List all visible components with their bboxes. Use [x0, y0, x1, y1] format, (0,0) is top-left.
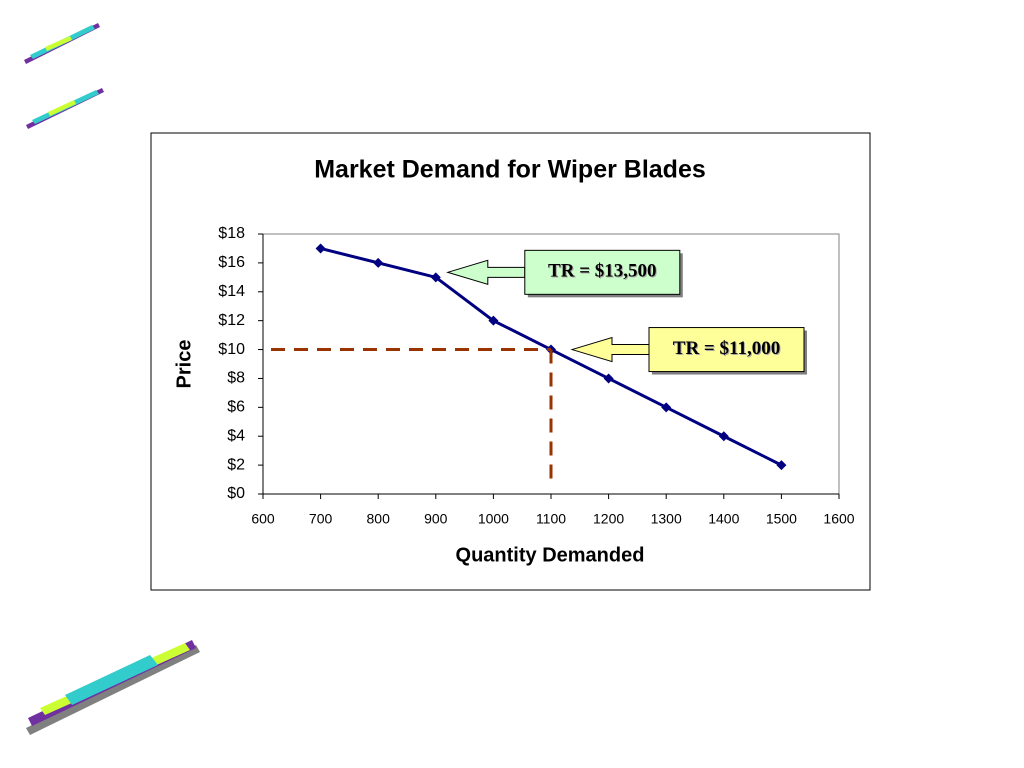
y-tick-label: $16: [218, 254, 245, 271]
x-tick-label: 1300: [651, 511, 682, 527]
point-marker: [718, 431, 729, 442]
point-marker: [373, 257, 384, 268]
annotation-text-shadow: TR = $11,000: [674, 339, 781, 360]
annotation-text: TR = $11,000: [673, 338, 780, 359]
y-tick-label: $18: [218, 225, 245, 242]
point-marker: [430, 272, 441, 283]
annotation-text-shadow: TR = $13,500: [549, 262, 657, 283]
wiper-icon: [26, 640, 200, 735]
annotation-box: [648, 327, 805, 373]
y-tick-label: $0: [227, 485, 245, 502]
x-tick-label: 1500: [766, 511, 797, 527]
x-tick-label: 1600: [823, 511, 854, 527]
y-tick-label: $8: [227, 370, 245, 387]
x-tick-label: 900: [424, 511, 448, 527]
point-marker: [315, 243, 326, 254]
point-marker: [776, 460, 787, 471]
x-tick-label: 1200: [593, 511, 624, 527]
x-axis-label: Quantity Demanded: [456, 544, 645, 566]
y-tick-label: $12: [218, 312, 245, 329]
x-tick-label: 1400: [708, 511, 739, 527]
point-marker: [488, 315, 499, 326]
x-tick-label: 1100: [536, 511, 566, 527]
y-tick-label: $10: [218, 341, 245, 358]
x-tick-label: 700: [309, 511, 333, 527]
annotation-box: [524, 249, 681, 295]
y-axis-label: Price: [173, 340, 195, 389]
annotation-text: TR = $13,500: [548, 261, 656, 282]
y-tick-label: $2: [227, 456, 245, 473]
wiper-icon: [24, 23, 100, 64]
point-marker: [661, 402, 672, 413]
y-tick-label: $6: [227, 399, 245, 416]
x-tick-label: 800: [367, 511, 391, 527]
chart-title: Market Demand for Wiper Blades: [314, 156, 706, 184]
point-marker: [603, 373, 614, 384]
wiper-icon: [26, 88, 104, 129]
y-tick-label: $4: [227, 427, 245, 444]
y-tick-label: $14: [218, 283, 245, 300]
x-tick-label: 600: [251, 511, 275, 527]
x-tick-label: 1000: [478, 511, 509, 527]
